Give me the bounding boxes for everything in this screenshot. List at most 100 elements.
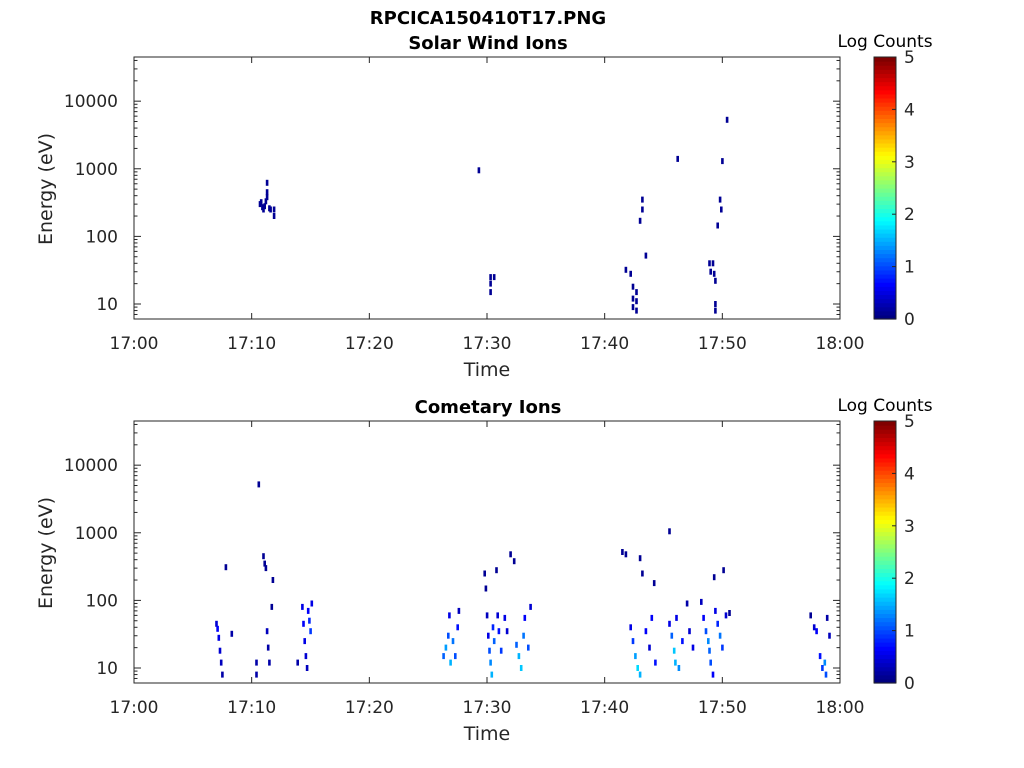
colorbar-segment	[874, 552, 896, 557]
colorbar-segment	[874, 138, 896, 144]
data-cell	[272, 213, 276, 219]
data-cell	[497, 628, 501, 635]
colorbar-segment	[874, 498, 896, 504]
colorbar-segment	[874, 650, 896, 655]
data-cell	[635, 298, 638, 305]
colorbar-segment	[874, 511, 896, 516]
data-cell	[631, 283, 635, 290]
data-cell	[648, 644, 651, 651]
data-cell	[451, 638, 455, 645]
colorbar-segment	[874, 294, 896, 300]
colorbar-tick-label: 2	[904, 205, 915, 225]
colorbar-tick-label: 0	[904, 310, 915, 330]
colorbar-segment	[874, 265, 896, 271]
panel-cometary-ions: Cometary Ions 17:00 17:10 17:20 17:30 17:40 1…	[35, 396, 933, 745]
x-tick-label: 17:50	[698, 698, 747, 718]
data-cell	[444, 644, 448, 651]
colorbar-segment	[874, 102, 896, 107]
data-cell	[707, 638, 710, 645]
x-tick-label: 17:50	[698, 334, 747, 354]
data-cell	[217, 634, 221, 641]
colorbar-segment	[874, 592, 896, 598]
data-cell	[725, 116, 729, 123]
y-tick-label: 10	[96, 659, 118, 679]
colorbar-segment	[874, 490, 896, 496]
colorbar-segment	[874, 564, 896, 569]
colorbar-segment	[874, 278, 896, 283]
colorbar-segment	[874, 257, 896, 263]
data-cell	[714, 307, 717, 314]
data-cell	[825, 614, 829, 621]
colorbar-segment	[874, 433, 896, 438]
panel-solar-wind-ions: Solar Wind Ions 17:00 17:10 17:20 17:30 17:4…	[35, 32, 933, 381]
data-cell	[624, 266, 628, 273]
plot-area	[133, 420, 841, 684]
data-cell	[641, 570, 644, 577]
data-cell	[691, 644, 695, 651]
colorbar-segment	[874, 674, 896, 680]
data-cell	[812, 624, 816, 631]
data-cell	[809, 612, 812, 619]
colorbar-tick-label: 5	[904, 48, 915, 68]
data-cell	[255, 671, 258, 678]
colorbar-segment	[874, 601, 896, 606]
data-cell	[447, 632, 450, 639]
data-cell	[257, 481, 261, 488]
data-cell	[495, 567, 498, 574]
colorbar-segment	[874, 122, 896, 128]
data-cell	[442, 653, 445, 660]
y-axis-label: Energy (eV)	[35, 497, 57, 609]
x-axis-ticks: 17:00 17:10 17:20 17:30 17:40 17:50 18:00	[110, 421, 865, 718]
colorbar-segment	[874, 110, 896, 115]
data-cell	[638, 671, 642, 678]
colorbar-segment	[874, 237, 896, 242]
data-cell	[644, 252, 648, 259]
y-tick-label: 1000	[75, 160, 118, 180]
colorbar-segment	[874, 625, 896, 631]
colorbar-segment	[874, 212, 896, 218]
colorbar-segment	[874, 183, 896, 189]
data-cell	[266, 644, 270, 651]
data-cell	[529, 603, 532, 610]
y-tick-label: 1000	[75, 524, 118, 544]
colorbar-tick-label: 3	[904, 517, 915, 537]
data-cell	[675, 614, 678, 621]
data-cell	[509, 551, 512, 558]
data-cell	[676, 155, 679, 162]
colorbar-segment	[874, 196, 896, 201]
data-cell	[255, 659, 258, 666]
colorbar-segment	[874, 470, 896, 475]
data-cell	[489, 289, 492, 296]
colorbar-segment	[874, 167, 896, 173]
data-cell	[304, 653, 308, 660]
data-cell	[484, 585, 488, 592]
colorbar-segment	[874, 523, 896, 529]
colorbar-title: Log Counts	[837, 396, 932, 416]
colorbar-segment	[874, 670, 896, 676]
x-tick-label: 17:10	[227, 334, 276, 354]
data-cell	[265, 194, 269, 201]
colorbar-tick-label: 5	[904, 412, 915, 432]
plot-area	[133, 56, 841, 320]
data-cell	[720, 206, 723, 213]
data-cell	[677, 665, 681, 671]
colorbar-segment	[874, 65, 896, 70]
data-cell	[271, 577, 275, 583]
colorbar-segment	[874, 666, 896, 672]
colorbar-tick-label: 1	[904, 258, 915, 278]
colorbar-segment	[874, 171, 896, 177]
data-cell	[728, 610, 731, 616]
data-cell	[263, 203, 266, 210]
colorbar-segment	[874, 134, 896, 140]
colorbar-segment	[874, 449, 896, 455]
data-cell	[828, 632, 831, 639]
y-tick-label: 100	[86, 227, 118, 247]
data-cell	[681, 638, 684, 645]
data-cell	[485, 612, 489, 619]
colorbar-segment	[874, 502, 896, 508]
colorbar-segment	[874, 155, 896, 160]
colorbar-segment	[874, 233, 896, 238]
data-cell	[488, 647, 491, 654]
data-cell	[264, 198, 268, 205]
colorbar-segment	[874, 662, 896, 668]
